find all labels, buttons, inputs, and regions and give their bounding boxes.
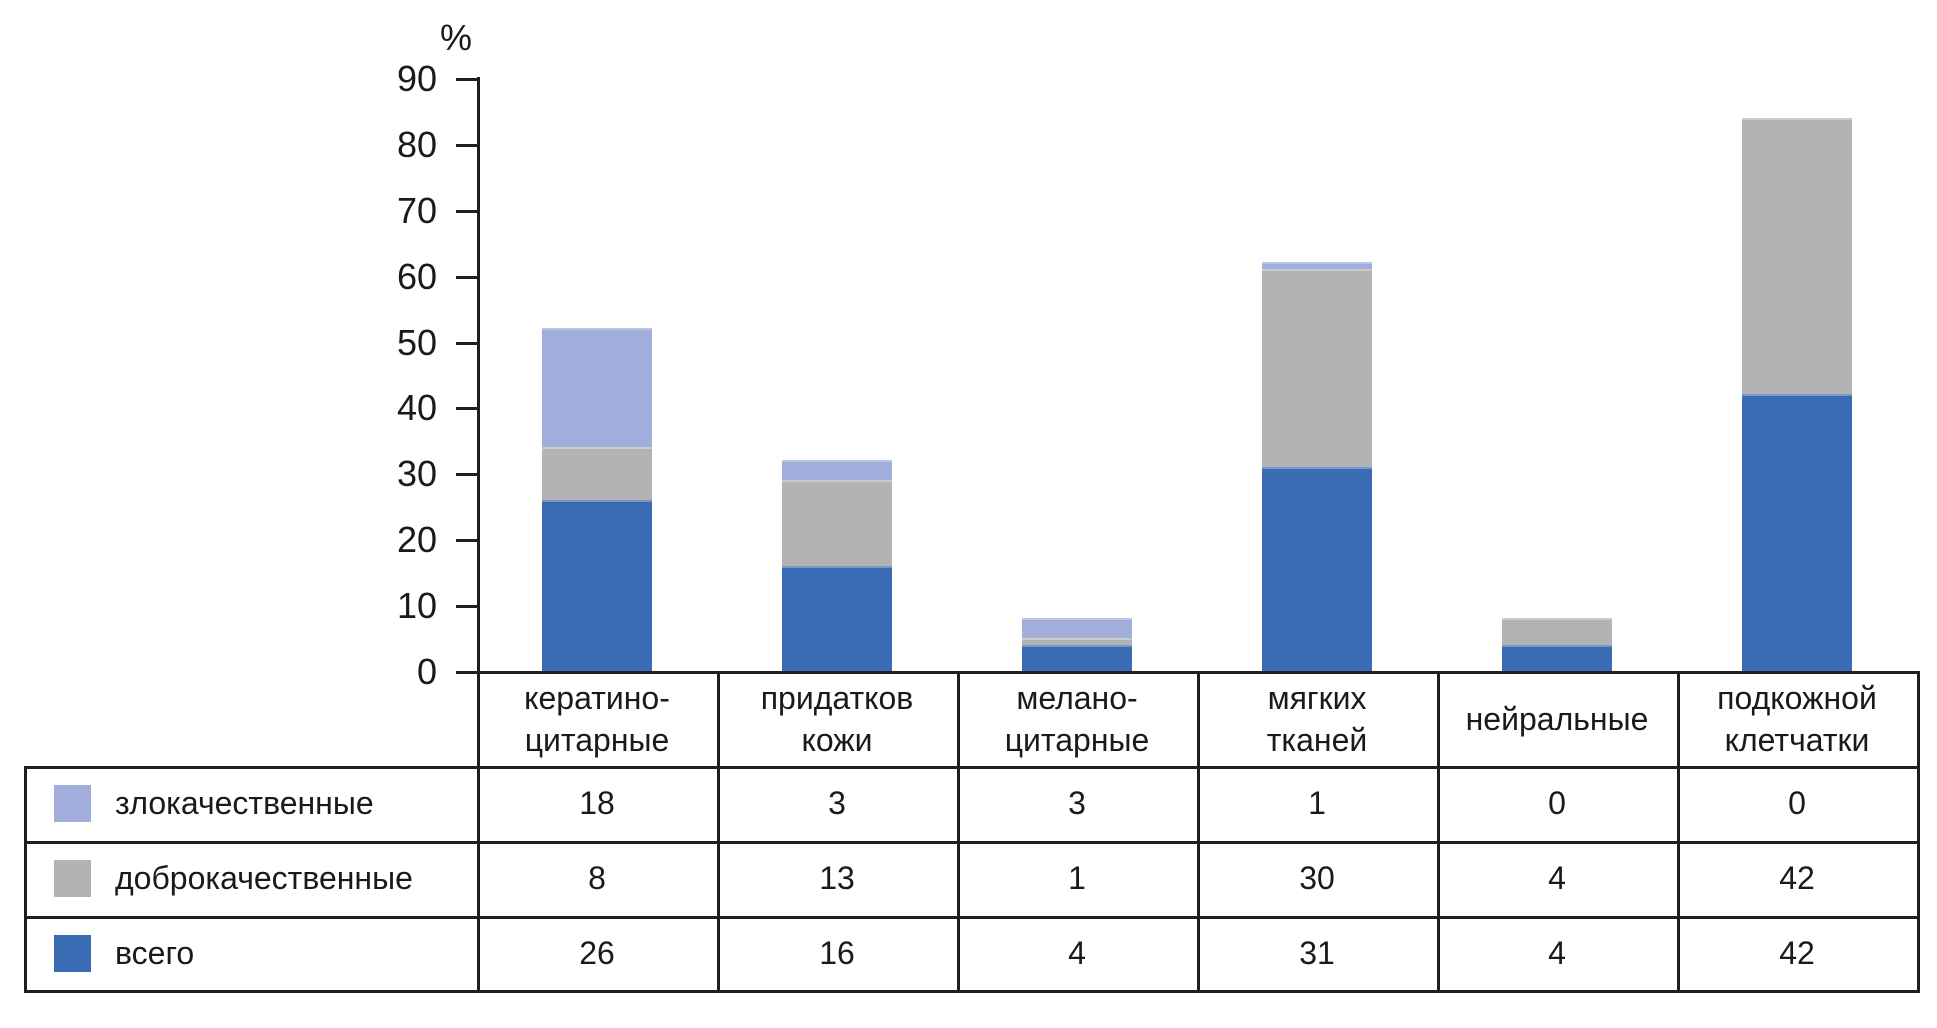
- bar-segment-злокачественные-3: [1262, 262, 1372, 269]
- y-axis-tick: [456, 473, 477, 476]
- table-value-cell: 30: [1299, 860, 1335, 896]
- bar-segment-доброкачественные-1: [782, 480, 892, 566]
- bar-segment-доброкачественные-0: [542, 447, 652, 500]
- bar-segment-всего-0: [542, 500, 652, 671]
- y-axis-tick-label: 30: [396, 453, 437, 494]
- table-column-border: [957, 671, 960, 993]
- y-axis-tick-label: 70: [396, 190, 437, 231]
- y-axis-tick-label: 40: [396, 387, 437, 428]
- category-header-label-line: цитарные: [1004, 721, 1150, 758]
- y-axis-line: [477, 77, 480, 674]
- category-header-label-line: мелано-: [1016, 679, 1138, 716]
- y-axis-tick-label: 60: [396, 256, 437, 297]
- legend-swatch-icon: [54, 934, 91, 972]
- legend-row-3: всего: [54, 916, 477, 990]
- bar-segment-доброкачественные-5: [1742, 118, 1852, 394]
- table-value-cell: 4: [1548, 934, 1566, 971]
- legend-column-divider: [477, 671, 480, 993]
- y-axis-tick-label: 50: [396, 322, 437, 363]
- category-header-cell: придатков кожи: [717, 671, 957, 766]
- table-value-cell: 42: [1779, 860, 1815, 896]
- y-axis-tick: [456, 605, 477, 608]
- bar-segment-злокачественные-0: [542, 328, 652, 447]
- table-column-border: [1917, 671, 1920, 993]
- bar-segment-всего-4: [1502, 645, 1612, 671]
- table-value-cell: 13: [819, 860, 855, 896]
- table-value-cell: 42: [1779, 934, 1815, 971]
- table-value-cell: 4: [1068, 934, 1086, 971]
- table-value-cell: 18: [579, 785, 615, 821]
- category-header-label-line: кожи: [801, 721, 873, 758]
- legend-row-2: доброкачественные: [54, 841, 477, 916]
- bar-segment-доброкачественные-3: [1262, 269, 1372, 467]
- y-axis-tick: [456, 342, 477, 345]
- table-value-cell: 3: [1068, 785, 1086, 821]
- table-row-border: [24, 916, 1920, 919]
- category-header-label-line: подкожной: [1717, 679, 1877, 716]
- y-axis-tick-label: 0: [416, 651, 437, 692]
- y-axis-unit-label: %: [439, 17, 472, 58]
- bar-segment-всего-2: [1022, 645, 1132, 671]
- table-value-cell: 0: [1788, 785, 1806, 821]
- bar-segment-злокачественные-1: [782, 460, 892, 480]
- bar-segment-доброкачественные-4: [1502, 618, 1612, 645]
- table-row-border: [24, 990, 1920, 993]
- table-value-cell: 8: [588, 860, 606, 896]
- legend-swatch-icon: [54, 860, 91, 897]
- y-axis-tick-label: 80: [396, 124, 437, 165]
- category-header-label-line: кератино-: [524, 679, 670, 716]
- legend-label: злокачественные: [115, 785, 374, 821]
- category-header-label-line: клетчатки: [1724, 721, 1870, 758]
- y-axis-tick: [456, 276, 477, 279]
- legend-swatch-icon: [54, 785, 91, 822]
- chart-baseline: [456, 671, 1920, 674]
- table-value-cell: 1: [1068, 860, 1086, 896]
- table-left-border: [24, 766, 27, 993]
- table-column-border: [1197, 671, 1200, 993]
- bar-segment-доброкачественные-2: [1022, 638, 1132, 645]
- legend-label: доброкачественные: [115, 860, 413, 896]
- table-value-cell: 31: [1299, 934, 1335, 971]
- table-value-cell: 1: [1308, 785, 1326, 821]
- y-axis-tick: [456, 144, 477, 147]
- category-header-cell: мелано-цитарные: [957, 671, 1197, 766]
- table-value-cell: 3: [828, 785, 846, 821]
- y-axis-tick: [456, 407, 477, 410]
- table-value-cell: 0: [1548, 785, 1566, 821]
- table-value-cell: 26: [579, 934, 615, 971]
- category-header-cell: мягких тканей: [1197, 671, 1437, 766]
- legend-label: всего: [115, 934, 195, 971]
- category-header-cell: нейральные: [1437, 671, 1677, 766]
- bar-segment-всего-3: [1262, 467, 1372, 671]
- bar-segment-всего-1: [782, 566, 892, 671]
- category-header-label-line: нейральные: [1465, 700, 1649, 737]
- table-value-cell: 16: [819, 934, 855, 971]
- y-axis-tick: [456, 210, 477, 213]
- y-axis-tick-label: 90: [396, 58, 437, 99]
- category-header-label-line: придатков: [760, 679, 914, 716]
- table-column-border: [1677, 671, 1680, 993]
- table-column-border: [717, 671, 720, 993]
- y-axis-tick: [456, 78, 477, 81]
- table-row-border: [24, 766, 1920, 769]
- y-axis-tick-label: 10: [396, 585, 437, 626]
- table-row-border: [24, 841, 1920, 844]
- legend-row-1: злокачественные: [54, 766, 477, 841]
- y-axis-tick-label: 20: [396, 519, 437, 560]
- bar-segment-всего-5: [1742, 394, 1852, 671]
- category-header-cell: подкожной клетчатки: [1677, 671, 1917, 766]
- y-axis-tick: [456, 539, 477, 542]
- category-header-cell: кератино-цитарные: [477, 671, 717, 766]
- bar-segment-злокачественные-2: [1022, 618, 1132, 638]
- category-header-label-line: цитарные: [524, 721, 670, 758]
- table-column-border: [1437, 671, 1440, 993]
- category-header-label-line: мягких: [1267, 679, 1367, 716]
- table-value-cell: 4: [1548, 860, 1566, 896]
- category-header-label-line: тканей: [1266, 721, 1368, 758]
